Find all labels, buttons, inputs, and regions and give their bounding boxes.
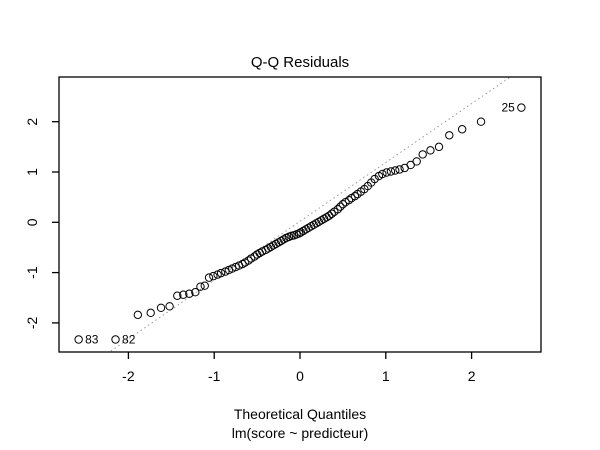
point-label: 82 bbox=[122, 332, 136, 346]
y-tick-label: -2 bbox=[24, 316, 40, 329]
data-point bbox=[434, 142, 444, 152]
point-label: 25 bbox=[502, 101, 516, 115]
data-point bbox=[209, 271, 218, 281]
data-point bbox=[327, 209, 336, 218]
data-point bbox=[426, 146, 435, 155]
data-point bbox=[370, 174, 379, 184]
x-tick-label: 0 bbox=[296, 368, 304, 384]
data-point bbox=[338, 199, 348, 209]
data-point bbox=[216, 268, 226, 278]
point-labels-group: 83 82 25 bbox=[85, 101, 515, 347]
data-point bbox=[344, 195, 354, 205]
reference-line-group bbox=[108, 77, 512, 352]
data-point bbox=[445, 131, 454, 140]
data-point bbox=[244, 256, 253, 265]
data-point bbox=[185, 289, 194, 298]
data-point bbox=[395, 165, 404, 174]
x-axis-label: Theoretical Quantiles bbox=[234, 406, 366, 422]
reference-line bbox=[108, 77, 512, 352]
plot-box bbox=[58, 76, 542, 353]
x-tick-label: 1 bbox=[382, 368, 390, 384]
x-tick-label: 2 bbox=[468, 368, 476, 384]
data-point bbox=[517, 103, 526, 112]
data-points-group bbox=[74, 103, 526, 344]
point-label: 83 bbox=[85, 332, 99, 346]
y-tick-label: 0 bbox=[24, 218, 40, 226]
data-point bbox=[294, 229, 304, 238]
data-point bbox=[418, 150, 427, 159]
x-axis-sublabel: lm(score ~ predicteur) bbox=[232, 425, 369, 441]
data-point bbox=[324, 211, 334, 220]
data-point bbox=[406, 160, 415, 170]
x-tick-label: -1 bbox=[208, 368, 221, 384]
data-point bbox=[378, 169, 387, 179]
data-point bbox=[179, 290, 188, 299]
data-point bbox=[200, 281, 209, 290]
data-point bbox=[476, 117, 486, 126]
data-point bbox=[133, 310, 143, 320]
data-point bbox=[165, 302, 174, 311]
data-point bbox=[74, 335, 83, 344]
y-tick-label: 2 bbox=[24, 118, 40, 126]
data-point bbox=[238, 259, 247, 269]
y-tick-label: 1 bbox=[24, 168, 40, 176]
data-point bbox=[204, 273, 214, 282]
data-point bbox=[279, 235, 288, 244]
data-point bbox=[111, 335, 120, 344]
data-point bbox=[336, 202, 345, 211]
x-tick-label: -2 bbox=[122, 368, 135, 384]
data-point bbox=[333, 205, 342, 214]
data-point bbox=[457, 125, 467, 134]
y-tick-label: -1 bbox=[24, 266, 40, 279]
axis-ticks: -2 -1 0 1 2 -2 -1 0 1 2 bbox=[24, 118, 476, 384]
data-point bbox=[146, 308, 155, 318]
chart-title: Q-Q Residuals bbox=[251, 54, 349, 71]
data-point bbox=[382, 168, 391, 177]
data-point bbox=[191, 288, 200, 297]
data-point bbox=[350, 191, 360, 201]
data-point bbox=[173, 291, 182, 300]
data-point bbox=[386, 167, 396, 176]
data-point bbox=[196, 282, 205, 291]
data-point bbox=[391, 166, 400, 175]
data-point bbox=[412, 157, 421, 166]
data-point bbox=[156, 303, 166, 313]
